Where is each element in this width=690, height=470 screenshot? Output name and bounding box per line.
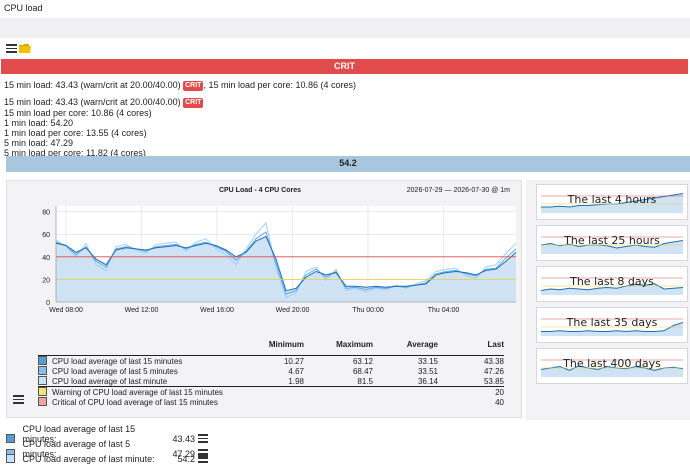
y-tick-label: 40	[42, 255, 50, 262]
graph-menu-icon[interactable]	[13, 395, 24, 404]
legend-threshold-row: Warning of CPU load average of last 15 m…	[38, 387, 504, 397]
window-title: CPU load	[4, 3, 43, 13]
detail-line: 1 min load per core: 13.55 (4 cores)	[4, 128, 147, 138]
detail-line: 5 min load: 47.29	[4, 138, 74, 148]
metric-menu-icon[interactable]	[197, 434, 208, 443]
legend-header-avg: Average	[406, 339, 438, 349]
sparkline-line	[541, 322, 684, 333]
summary-line: 15 min load: 43.43 (warn/crit at 20.00/4…	[4, 80, 356, 91]
legend-table: Minimum Maximum Average Last CPU load av…	[38, 339, 504, 407]
sparkline-area	[541, 322, 683, 336]
x-tick-label: Thu 04:00	[428, 307, 460, 314]
legend-row: CPU load average of last 5 minutes 4.67 …	[38, 366, 504, 376]
thumb-35-days[interactable]: The last 35 days	[536, 307, 688, 343]
metric-menu-icon[interactable]	[197, 449, 208, 458]
crit-badge: CRIT	[183, 98, 204, 108]
sparkline-line	[540, 365, 684, 371]
legend-header: Minimum Maximum Average Last	[38, 339, 504, 349]
metric-row: CPU load average of last minute: 54.2	[6, 454, 208, 469]
metric-row: CPU load average of last 5 minutes: 47.2…	[6, 439, 208, 459]
detail-line: 15 min load: 43.43 (warn/crit at 20.00/4…	[4, 97, 181, 107]
x-tick-label: Wed 20:00	[276, 307, 310, 314]
thumb-25-hours[interactable]: The last 25 hours	[536, 225, 688, 261]
summary-text-2: , 15 min load per core: 10.86 (4 cores)	[203, 80, 357, 90]
y-tick-label: 0	[46, 300, 50, 307]
toolbar	[0, 38, 690, 58]
thumb-8-days[interactable]: The last 8 days	[536, 266, 688, 302]
metric-label: CPU load average of last 5 minutes:	[22, 439, 131, 459]
value-bar: 54.2	[6, 156, 690, 172]
chart-range: 2026-07-29 — 2026-07-30 @ 1m	[407, 187, 510, 194]
metric-value: 47.29	[172, 449, 196, 459]
metric-value: 54.2	[177, 454, 196, 464]
value-bar-label: 54.2	[339, 158, 357, 168]
detail-line: 1 min load: 54.20	[4, 118, 74, 128]
sparkline-area	[541, 193, 683, 213]
legend-header-max: Maximum	[336, 339, 373, 349]
title-bar: CPU load	[0, 0, 690, 18]
summary-text: 15 min load: 43.43 (warn/crit at 20.00/4…	[4, 80, 181, 90]
x-tick-label: Wed 12:00	[125, 307, 159, 314]
crit-badge: CRIT	[183, 81, 204, 91]
series-area	[56, 236, 516, 302]
cpu-load-chart[interactable]: CPU Load - 4 CPU Cores 2026-07-29 — 2026…	[28, 184, 518, 324]
legend-row: CPU load average of last 15 minutes 10.2…	[38, 356, 504, 366]
legend-swatch	[38, 376, 47, 385]
detail-line: 5 min load per core: 11.82 (4 cores)	[4, 148, 146, 158]
metric-row: CPU load average of last 15 minutes: 43.…	[6, 424, 208, 444]
sparkline-line	[540, 283, 684, 291]
legend-threshold-row: Critical of CPU load average of last 15 …	[38, 397, 504, 407]
metrics-footer: CPU load average of last 15 minutes: 43.…	[6, 424, 208, 469]
x-tick-label: Thu 00:00	[352, 307, 384, 314]
legend-swatch	[38, 387, 47, 396]
legend-header-last: Last	[487, 339, 504, 349]
detail-line: 15 min load per core: 10.86 (4 cores)	[4, 108, 152, 118]
legend-row: CPU load average of last minute 1.98 81.…	[38, 376, 504, 387]
x-tick-label: Wed 08:00	[49, 307, 83, 314]
legend-swatch	[38, 356, 47, 365]
metric-label: CPU load average of last minute:	[22, 454, 155, 464]
header-band	[0, 18, 690, 38]
legend-swatch	[38, 366, 47, 375]
metric-swatch	[6, 434, 15, 443]
y-tick-label: 80	[42, 210, 50, 217]
legend-swatch	[38, 397, 47, 406]
thumb-4-hours[interactable]: The last 4 hours	[536, 184, 688, 220]
chart-title: CPU Load - 4 CPU Cores	[219, 187, 301, 194]
y-tick-label: 60	[42, 232, 50, 239]
folder-icon[interactable]	[19, 43, 31, 53]
x-tick-label: Wed 16:00	[200, 307, 234, 314]
series-line	[55, 235, 517, 292]
metric-menu-icon[interactable]	[197, 454, 208, 463]
timerange-thumbnails: The last 4 hours The last 25 hours The l…	[526, 180, 690, 420]
metric-label: CPU load average of last 15 minutes:	[22, 424, 136, 444]
thumb-400-days[interactable]: The last 400 days	[536, 348, 688, 384]
details-block: 15 min load: 43.43 (warn/crit at 20.00/4…	[4, 97, 204, 158]
sparkline-area	[541, 283, 683, 295]
metric-swatch	[6, 454, 15, 463]
state-bar: CRIT	[1, 59, 688, 74]
menu-icon[interactable]	[6, 44, 17, 53]
metric-value: 43.43	[172, 434, 196, 444]
legend-header-min: Minimum	[268, 339, 304, 349]
y-tick-label: 20	[42, 277, 50, 284]
